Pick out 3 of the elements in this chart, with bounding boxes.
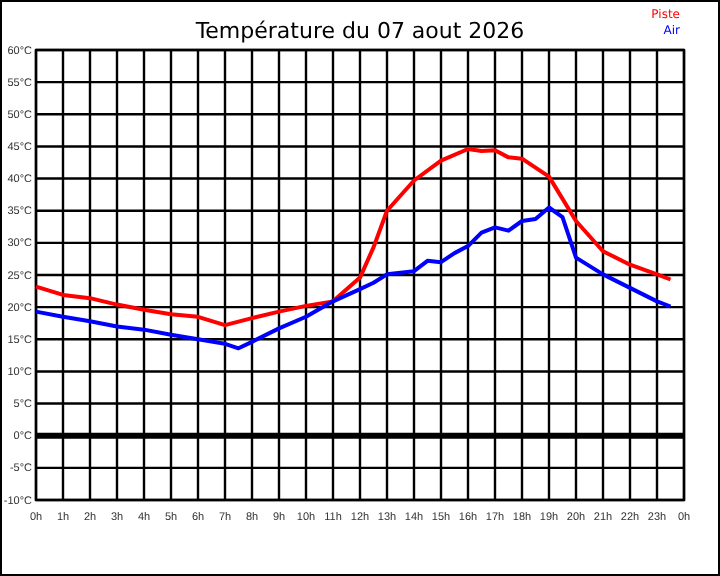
line-series — [34, 205, 673, 351]
chart-title: Température du 07 aout 2026 — [193, 18, 525, 44]
line-series — [34, 147, 673, 328]
